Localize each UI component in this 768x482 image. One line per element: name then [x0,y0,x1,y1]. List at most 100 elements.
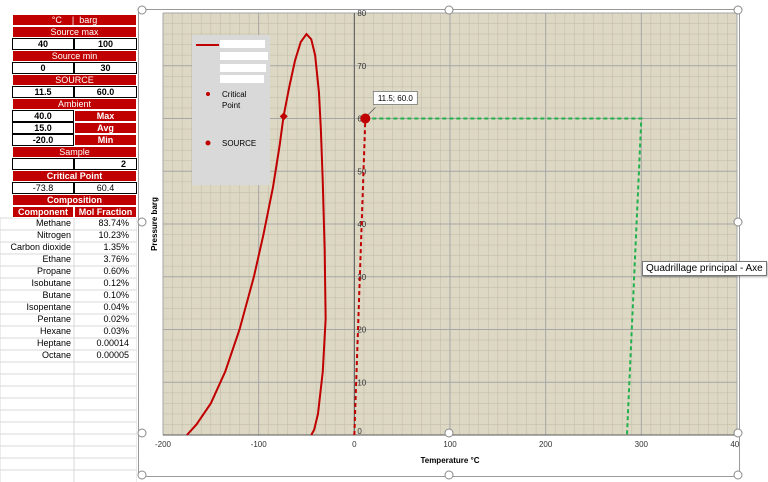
ambient-min-label[interactable]: Min [74,134,137,146]
composition-row: Hexane 0.03% [0,326,137,338]
source-min-pressure[interactable]: 30 [74,62,137,74]
sample-value[interactable]: 2 [74,158,137,170]
tooltip: Quadrillage principal - Axe [642,261,767,276]
green-dashed-line[interactable] [365,117,643,436]
y-tick-label: 70 [357,62,366,71]
component-fraction[interactable]: 0.03% [103,326,129,336]
y-tick-label: 20 [357,326,366,335]
y-tick-label: 80 [357,10,366,18]
component-fraction[interactable]: 0.12% [103,278,129,288]
component-name[interactable]: Hexane [39,326,71,336]
phase-envelope-line[interactable] [186,32,327,436]
data-label-box[interactable] [372,91,418,105]
phase-envelope-chart[interactable]: 10203040506070800-200-1000100200300400Te… [139,10,739,476]
component-fraction[interactable]: 10.23% [98,230,129,240]
component-fraction[interactable]: 0.02% [103,314,129,324]
critical-point-header-row: Critical Point [12,170,137,182]
component-name[interactable]: Pentane [37,314,71,324]
composition-row: Pentane 0.02% [0,314,137,326]
fraction-column-header[interactable]: Mol Fraction [74,206,137,218]
ambient-max-value[interactable]: 40.0 [12,110,74,122]
component-name[interactable]: Isobutane [31,278,71,288]
y-tick-label: 0 [357,427,362,436]
source-min-values: 0 30 [12,62,137,74]
composition-row: Octane 0.00005 [0,350,137,362]
ambient-header[interactable]: Ambient [12,98,137,110]
chart-area[interactable]: 10203040506070800-200-1000100200300400Te… [138,9,740,477]
component-fraction[interactable]: 0.10% [103,290,129,300]
source-header[interactable]: SOURCE [12,74,137,86]
component-fraction[interactable]: 3.76% [103,254,129,264]
component-column-header[interactable]: Component [12,206,74,218]
composition-row: Butane 0.10% [0,290,137,302]
component-fraction[interactable]: 0.00014 [96,338,129,348]
ambient-min-value[interactable]: -20.0 [12,134,74,146]
x-tick-label: -200 [155,440,172,449]
sample-header[interactable]: Sample [12,146,137,158]
y-axis-title: Pressure barg [150,197,159,251]
source-pressure[interactable]: 60.0 [74,86,137,98]
source-drop-line[interactable] [353,118,367,436]
ambient-avg-label[interactable]: Avg [74,122,137,134]
composition-header[interactable]: Composition [12,194,137,206]
component-fraction[interactable]: 83.74% [98,218,129,228]
legend-redacted-label [220,52,268,60]
component-name[interactable]: Isopentane [26,302,71,312]
source-min-header-row: Source min [12,50,137,62]
component-name[interactable]: Propane [36,266,71,276]
composition-row: Methane 83.74% [0,218,137,230]
critical-point-marker[interactable] [279,112,288,121]
source-min-header[interactable]: Source min [12,50,137,62]
data-label-leader [368,107,376,115]
source-max-temp[interactable]: 40 [12,38,74,50]
units-header[interactable]: °C | barg [12,14,137,26]
critical-point-pressure[interactable]: 60.4 [74,182,137,194]
component-fraction[interactable]: 1.35% [103,242,129,252]
source-header-row: SOURCE [12,74,137,86]
composition-header-row: Composition [12,194,137,206]
sample-row: 2 [12,158,137,170]
ambient-header-row: Ambient [12,98,137,110]
y-tick-label: 50 [357,167,366,176]
x-tick-label: 0 [352,440,357,449]
source-temp[interactable]: 11.5 [12,86,74,98]
source-min-temp[interactable]: 0 [12,62,74,74]
source-max-values: 40 100 [12,38,137,50]
y-tick-label: 10 [357,378,366,387]
x-tick-label: 100 [443,440,457,449]
component-fraction[interactable]: 0.04% [103,302,129,312]
critical-point-values: -73.8 60.4 [12,182,137,194]
source-max-header[interactable]: Source max [12,26,137,38]
sample-empty-cell[interactable] [12,158,74,170]
source-max-header-row: Source max [12,26,137,38]
critical-point-header[interactable]: Critical Point [12,170,137,182]
x-tick-label: 400 [730,440,739,449]
source-point-marker[interactable] [360,113,371,124]
component-name[interactable]: Carbon dioxide [10,242,71,252]
sheet-gridlines [0,217,137,482]
ambient-max-label[interactable]: Max [74,110,137,122]
component-name[interactable]: Butane [42,290,71,300]
spreadsheet-panel: °C | barg Source max 40 100 Source min 0… [0,0,137,482]
component-fraction[interactable]: 0.60% [103,266,129,276]
legend-redacted-label [220,40,265,48]
component-name[interactable]: Ethane [42,254,71,264]
component-fraction[interactable]: 0.00005 [96,350,129,360]
source-values: 11.5 60.0 [12,86,137,98]
x-tick-label: -100 [251,440,268,449]
critical-point-temp[interactable]: -73.8 [12,182,74,194]
source-max-pressure[interactable]: 100 [74,38,137,50]
composition-row: Propane 0.60% [0,266,137,278]
composition-columns-row: Component Mol Fraction [12,206,137,218]
ambient-avg-row: 15.0 Avg [12,122,137,134]
ambient-min-row: -20.0 Min [12,134,137,146]
ambient-avg-value[interactable]: 15.0 [12,122,74,134]
source-data-label: 11.5; 60.0 [378,94,414,103]
component-name[interactable]: Methane [35,218,71,228]
component-name[interactable]: Octane [41,350,71,360]
component-name[interactable]: Nitrogen [36,230,71,240]
composition-row: Heptane 0.00014 [0,338,137,350]
component-name[interactable]: Heptane [36,338,71,348]
composition-row: Carbon dioxide 1.35% [0,242,137,254]
legend-critical-point-marker [206,92,210,96]
